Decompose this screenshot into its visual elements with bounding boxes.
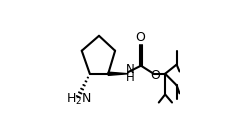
Text: H: H: [126, 70, 135, 83]
Text: O: O: [150, 69, 160, 82]
Text: N: N: [126, 63, 135, 76]
Text: $\mathregular{H_2N}$: $\mathregular{H_2N}$: [66, 91, 91, 106]
Polygon shape: [108, 73, 128, 76]
Text: O: O: [135, 31, 145, 44]
